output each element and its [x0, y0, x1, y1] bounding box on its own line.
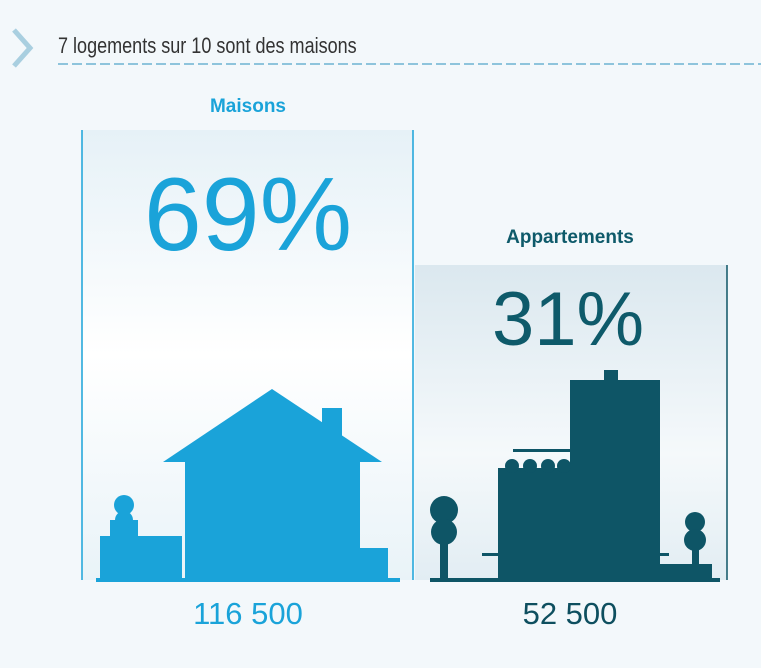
- title: 7 logements sur 10 sont des maisons: [58, 34, 357, 58]
- buildings-silhouette: [430, 370, 720, 582]
- label-appartements: Appartements: [506, 227, 634, 248]
- chevron-icon: [12, 28, 34, 68]
- house-silhouette: [96, 389, 400, 582]
- count-maisons: 116 500: [193, 596, 303, 631]
- label-maisons: Maisons: [210, 96, 286, 117]
- count-appartements: 52 500: [523, 596, 618, 631]
- percent-appartements: 31%: [492, 277, 644, 362]
- percent-maisons: 69%: [144, 157, 352, 273]
